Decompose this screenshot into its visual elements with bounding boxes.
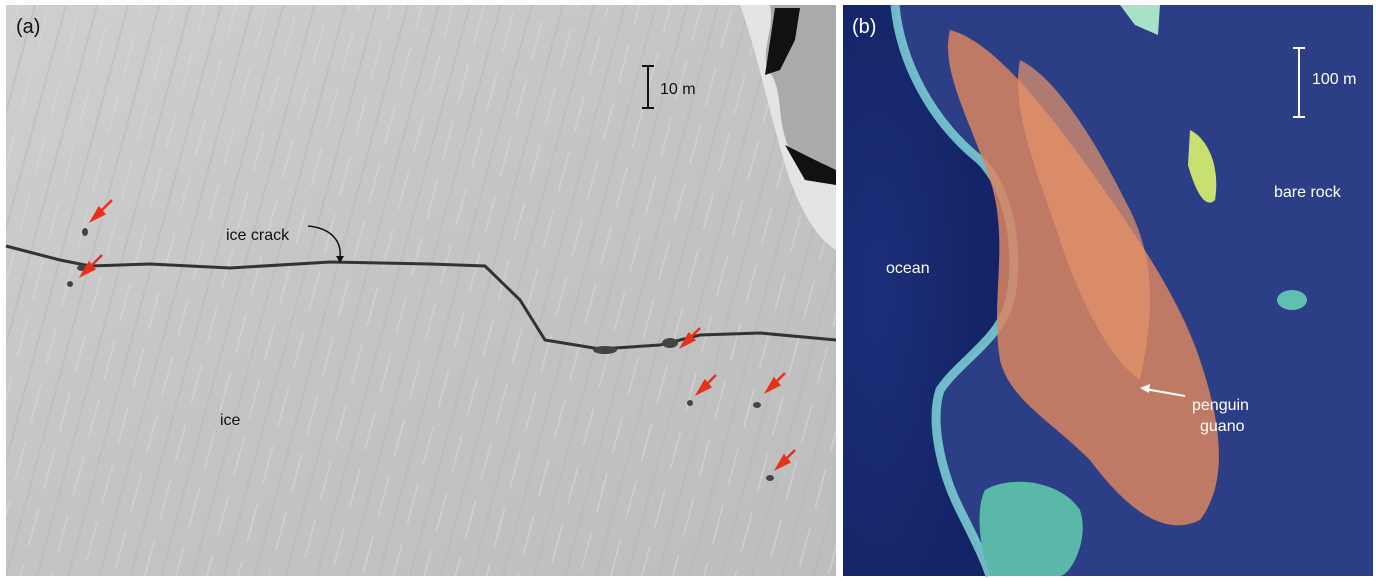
panel-a: 10 m (a) ice crack ice xyxy=(6,5,836,576)
annotation: penguin xyxy=(1192,397,1249,414)
panel-b: 100 m (b) ocean bare rock penguin guano xyxy=(843,5,1373,576)
ice-texture xyxy=(6,5,836,576)
scale-label: 10 m xyxy=(660,81,696,98)
scale-label: 100 m xyxy=(1312,71,1356,88)
annotation: ice crack xyxy=(226,227,290,244)
panel-label: (a) xyxy=(16,16,40,38)
annotation: ocean xyxy=(886,260,930,277)
annotation: bare rock xyxy=(1274,184,1342,201)
panel-label: (b) xyxy=(852,16,876,38)
annotation: guano xyxy=(1200,418,1245,435)
pond xyxy=(1277,290,1307,310)
annotation: ice xyxy=(220,412,241,429)
figure: 10 m (a) ice crack ice 100 m (b) ocean b… xyxy=(0,0,1376,578)
page: 10 m (a) ice crack ice 100 m (b) ocean b… xyxy=(0,0,1376,578)
